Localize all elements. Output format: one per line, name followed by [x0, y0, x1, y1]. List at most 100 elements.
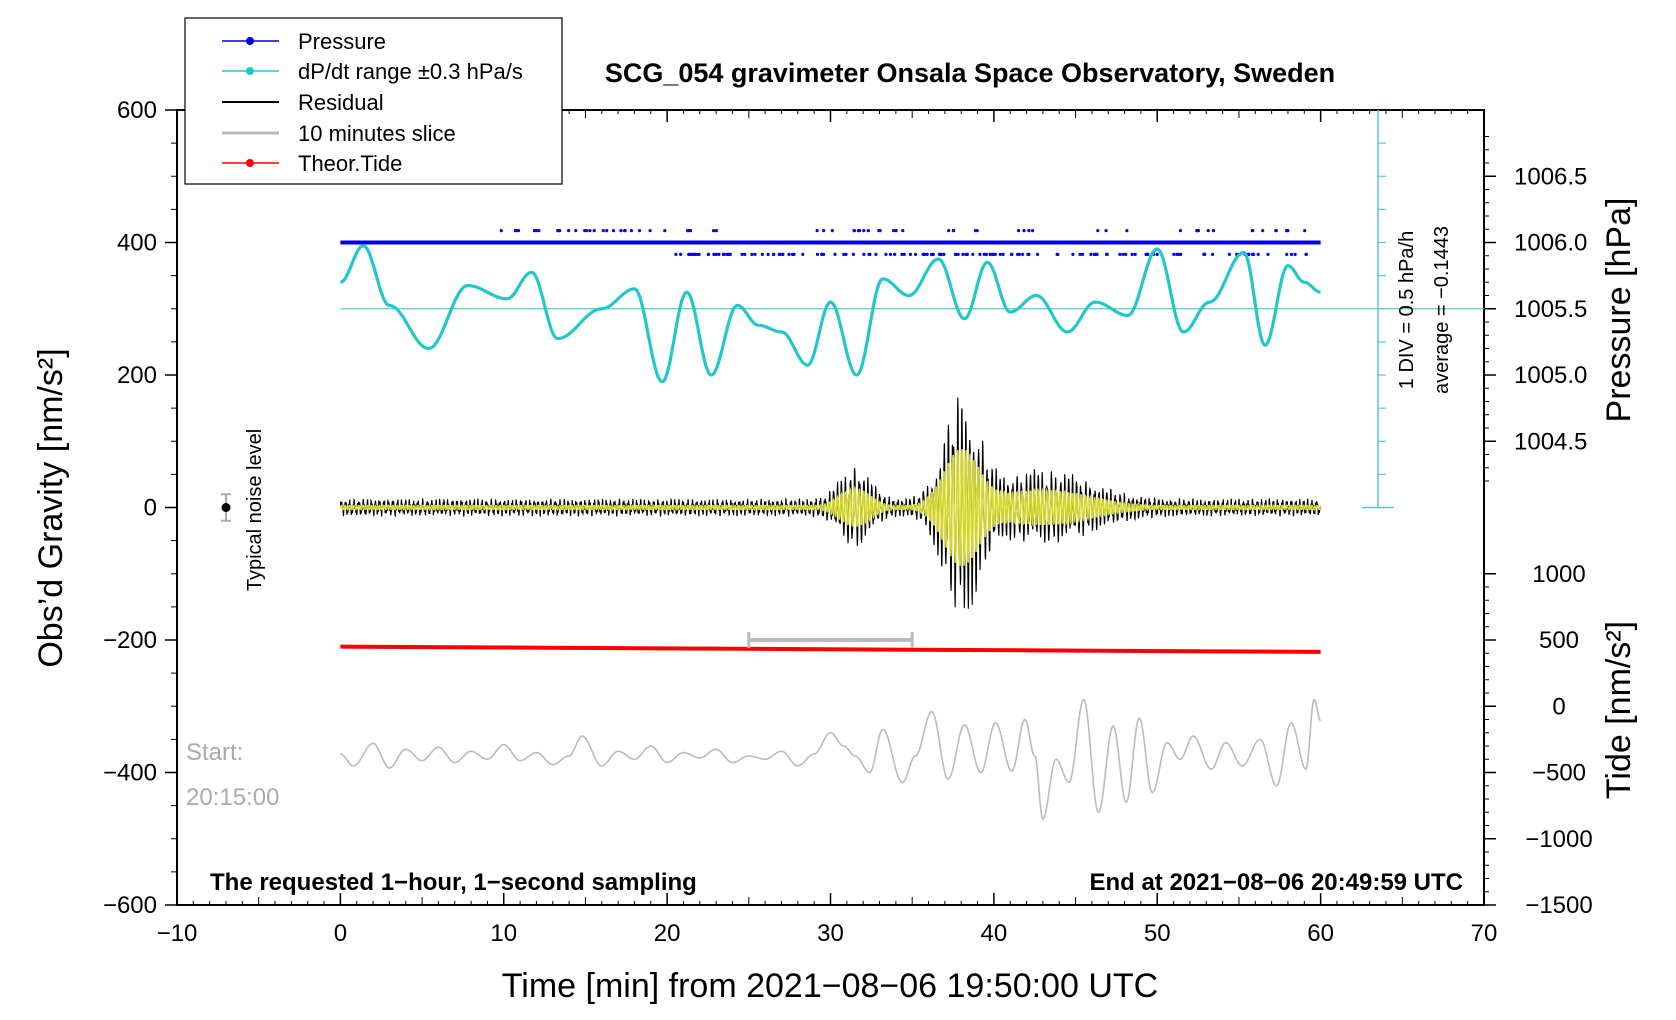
slice-series-line [340, 698, 1322, 820]
pressure-dot-lower [1146, 252, 1150, 256]
pressure-dot-lower [706, 252, 710, 256]
pressure-dot-upper [973, 229, 978, 233]
pressure-dot-lower [771, 252, 776, 256]
pressure-dot-lower [721, 252, 726, 256]
pressure-dot-lower [766, 252, 770, 256]
y-tick-label: 0 [144, 495, 157, 522]
pressure-dot-upper [1096, 229, 1100, 233]
pressure-dot-lower [1155, 252, 1159, 256]
legend-marker-pressure [246, 37, 254, 45]
tide-tick-label: 0 [1552, 693, 1565, 720]
tide-series-line [340, 644, 1321, 654]
pressure-dot-lower [988, 252, 992, 256]
pressure-dot-lower [956, 252, 960, 256]
pressure-dot-lower [1256, 252, 1260, 256]
pressure-dot-lower [922, 252, 926, 256]
pressure-dot-upper [892, 229, 896, 233]
pressure-dot-upper [601, 229, 605, 233]
pressure-dot-lower [1089, 252, 1093, 256]
pressure-dot-upper [537, 229, 541, 233]
x-tick-label: 60 [1307, 920, 1334, 947]
pressure-dot-lower [902, 252, 906, 256]
pressure-dot-upper [815, 229, 819, 233]
data-layer [221, 110, 1484, 820]
tide-tick-label: −1000 [1525, 826, 1592, 853]
pressure-dot-upper [951, 229, 956, 233]
pressure-dot-lower [760, 252, 765, 256]
pressure-dot-lower [844, 252, 848, 256]
pressure-dot-upper [611, 229, 616, 233]
y-tick-label: −400 [103, 760, 157, 787]
pressure-dot-lower [822, 252, 826, 256]
pressure-dot-lower [727, 252, 732, 256]
pressure-dot-lower [694, 252, 698, 256]
pressure-dot-upper [711, 229, 716, 233]
pressure-dot-upper [901, 229, 905, 233]
pressure-dot-upper [877, 229, 881, 233]
x-tick-label: 0 [334, 920, 347, 947]
pressure-dot-lower [964, 252, 968, 256]
pressure-dot-lower [801, 252, 805, 256]
pressure-dot-lower [982, 252, 986, 256]
pressure-dot-lower [1227, 252, 1231, 256]
x-tick-label: 30 [817, 920, 844, 947]
pressure-dot-upper [894, 229, 898, 233]
pressure-dot-upper [862, 229, 866, 233]
pressure-dot-lower [1252, 252, 1256, 256]
pressure-dot-lower [787, 252, 791, 256]
pressure-dot-lower [1105, 252, 1109, 256]
footer-end-time-text: End at 2021−08−06 20:49:59 UTC [1089, 869, 1463, 896]
pressure-dot-upper [619, 229, 623, 233]
pressure-dot-lower [925, 252, 929, 256]
pressure-dot-lower [1009, 252, 1014, 256]
pressure-dot-lower [833, 252, 837, 256]
pressure-dot-upper [1211, 229, 1216, 233]
pressure-dot-upper [1027, 229, 1031, 233]
pressure-dot-lower [893, 252, 897, 256]
pressure-dot-upper [866, 229, 870, 233]
pressure-dot-lower [998, 252, 1002, 256]
legend-marker-tide [246, 159, 254, 167]
pressure-tick-label: 1006.5 [1514, 163, 1587, 190]
pressure-dot-lower [900, 252, 904, 256]
legend-label-slice: 10 minutes slice [298, 121, 456, 146]
pressure-dot-lower [1081, 252, 1085, 256]
pressure-dot-upper [830, 229, 834, 233]
pressure-dot-upper [1125, 229, 1129, 233]
y-tick-label: 200 [117, 362, 157, 389]
pressure-dot-lower [931, 252, 935, 256]
pressure-dot-lower [674, 252, 678, 256]
pressure-dot-lower [888, 252, 893, 256]
pressure-dot-upper [858, 229, 862, 233]
legend-label-tide: Theor.Tide [298, 151, 402, 176]
pressure-dot-upper [588, 229, 592, 233]
pressure-average-label: average = −0.1443 [1431, 226, 1453, 394]
pressure-dot-lower [753, 252, 757, 256]
x-tick-label: −10 [157, 920, 198, 947]
pressure-dot-lower [1021, 252, 1025, 256]
legend-label-pressure: Pressure [298, 29, 386, 54]
pressure-dot-lower [1055, 252, 1059, 256]
pressure-dot-lower [781, 252, 785, 256]
y-tick-label: −600 [103, 892, 157, 919]
pressure-dot-upper [714, 229, 719, 233]
pressure-dot-lower [777, 252, 781, 256]
tide-tick-label: −500 [1532, 760, 1586, 787]
pressure-dot-upper [623, 229, 627, 233]
tide-tick-label: −1500 [1525, 892, 1592, 919]
pressure-dot-lower [1175, 252, 1179, 256]
x-tick-label: 50 [1144, 920, 1171, 947]
pressure-dot-lower [1172, 252, 1176, 256]
pressure-dot-upper [1285, 229, 1289, 233]
pressure-dot-lower [1092, 252, 1096, 256]
pressure-dot-lower [1293, 252, 1297, 256]
pressure-dot-lower [984, 252, 989, 256]
y-axis-label-tide: Tide [nm/s²] [1600, 621, 1638, 799]
x-tick-label: 70 [1471, 920, 1498, 947]
pressure-dot-lower [908, 252, 913, 256]
axis-ticks: −10 0 10 20 30 40 50 60 70 600 400 200 0 −200 −400 −600… [103, 97, 1593, 947]
pressure-dot-lower [790, 252, 795, 256]
pressure-dot-lower [1017, 252, 1021, 256]
pressure-dot-upper [1303, 229, 1307, 233]
pressure-dot-upper [1022, 229, 1026, 233]
